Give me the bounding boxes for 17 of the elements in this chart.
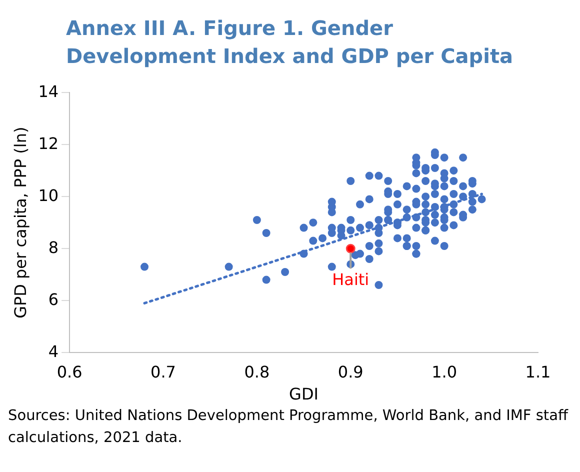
y-tick-label: 8	[48, 238, 59, 257]
x-tick-label: 0.7	[150, 362, 176, 382]
y-tick-label: 14	[38, 82, 59, 101]
x-axis-title: GDI	[289, 384, 318, 404]
x-tick-label: 1.1	[525, 362, 551, 382]
chart-title: Annex III A. Figure 1. Gender Development Index and GDP per Capita	[65, 15, 514, 70]
series-label: Haiti	[332, 270, 370, 289]
x-tick-label: 0.9	[338, 362, 364, 382]
y-tick-label: 4	[48, 342, 59, 361]
x-tick-label: 0.6	[56, 362, 82, 382]
y-tick-label: 6	[48, 290, 59, 309]
x-tick-label: 1.0	[432, 362, 458, 382]
y-axis-title: GPD per capita, PPP (ln)	[10, 126, 30, 318]
source-note: Sources: United Nations Development Programme, World Bank, and IMF staff calculations, 2021 data.	[8, 407, 570, 448]
y-tick-label: 12	[38, 134, 59, 153]
x-tick-label: 0.8	[244, 362, 270, 382]
y-tick-label: 10	[38, 186, 59, 205]
